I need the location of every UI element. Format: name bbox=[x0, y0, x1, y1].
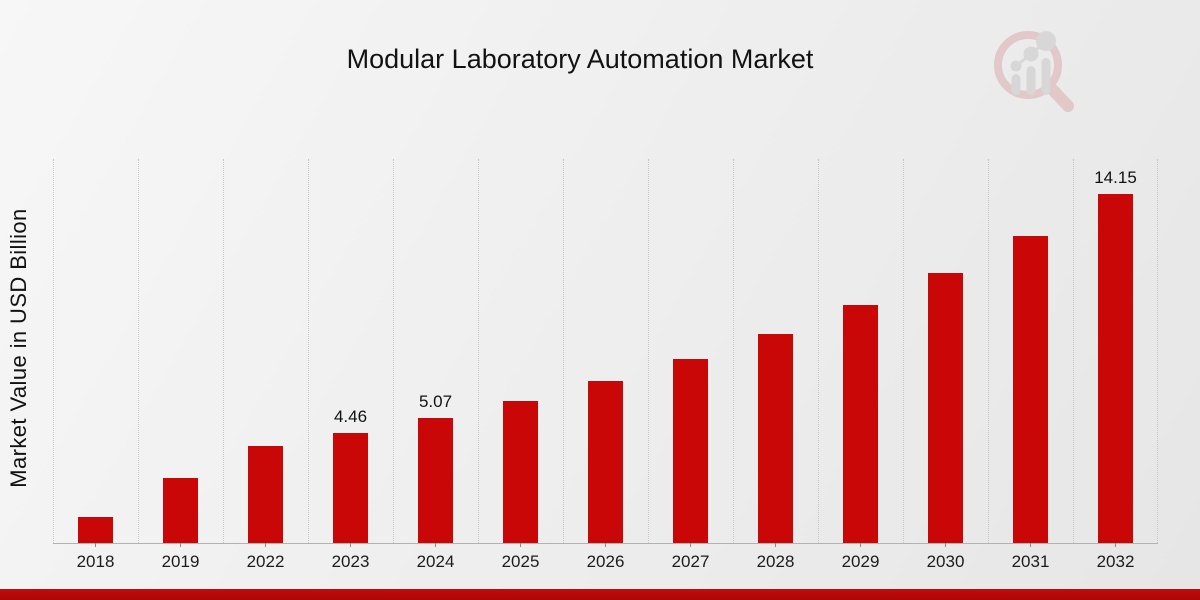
gridline bbox=[563, 159, 564, 543]
gridline bbox=[1157, 159, 1158, 543]
plot-area: 2018 2019 2022 2023 4.46 2024 5.07 2025 2026 2027… bbox=[53, 159, 1158, 571]
x-tick-label-2024: 2024 bbox=[416, 552, 455, 571]
x-tick-label-2022: 2022 bbox=[246, 552, 285, 571]
x-tick-label-2023: 2023 bbox=[331, 552, 370, 571]
bar-2019 bbox=[163, 477, 198, 543]
gridline bbox=[223, 159, 224, 543]
gridline bbox=[138, 159, 139, 543]
x-tick-label-2025: 2025 bbox=[501, 552, 540, 571]
x-tick-label-2028: 2028 bbox=[756, 552, 795, 571]
x-axis-tick-2022 bbox=[265, 543, 266, 547]
gridline bbox=[648, 159, 649, 543]
x-axis-tick-2023 bbox=[350, 543, 351, 547]
x-tick-label-2027: 2027 bbox=[671, 552, 710, 571]
bar-2024 bbox=[418, 417, 453, 543]
x-axis-tick-2018 bbox=[95, 543, 96, 547]
x-axis-tick-2025 bbox=[520, 543, 521, 547]
gridline bbox=[53, 159, 54, 543]
gridline bbox=[733, 159, 734, 543]
x-tick-label-2032: 2032 bbox=[1096, 552, 1135, 571]
gridline bbox=[988, 159, 989, 543]
gridline bbox=[818, 159, 819, 543]
bar-2028 bbox=[758, 333, 793, 543]
gridline bbox=[393, 159, 394, 543]
bar-value-label-2032: 14.15 bbox=[1094, 167, 1137, 187]
bar-value-label-2023: 4.46 bbox=[333, 406, 368, 426]
bar-2025 bbox=[503, 400, 538, 543]
gridline bbox=[903, 159, 904, 543]
bar-2031 bbox=[1013, 235, 1048, 543]
x-axis-tick-2028 bbox=[775, 543, 776, 547]
bar-2029 bbox=[843, 305, 878, 543]
footer-accent-strip bbox=[0, 589, 1200, 600]
chart-title: Modular Laboratory Automation Market bbox=[346, 44, 814, 74]
x-tick-label-2029: 2029 bbox=[841, 552, 880, 571]
x-tick-label-2019: 2019 bbox=[161, 552, 200, 571]
y-axis-label: Market Value in USD Billion bbox=[6, 208, 31, 488]
x-tick-label-2031: 2031 bbox=[1011, 552, 1050, 571]
x-axis-tick-2030 bbox=[945, 543, 946, 547]
x-axis-tick-2019 bbox=[180, 543, 181, 547]
bar-2027 bbox=[673, 359, 708, 543]
x-axis-tick-2032 bbox=[1115, 543, 1116, 547]
bar-2030 bbox=[928, 272, 963, 543]
bar-2022 bbox=[248, 446, 283, 543]
x-axis-tick-2031 bbox=[1030, 543, 1031, 547]
bar-value-label-2024: 5.07 bbox=[418, 391, 453, 411]
bar-2018 bbox=[78, 517, 113, 543]
gridline bbox=[1073, 159, 1074, 543]
x-tick-label-2026: 2026 bbox=[586, 552, 625, 571]
bar-2032 bbox=[1098, 193, 1133, 543]
x-tick-label-2030: 2030 bbox=[926, 552, 965, 571]
bar-chart-magnifier-logo bbox=[994, 31, 1074, 112]
x-axis-tick-2027 bbox=[690, 543, 691, 547]
gridline bbox=[478, 159, 479, 543]
gridline bbox=[308, 159, 309, 543]
bar-2023 bbox=[333, 432, 368, 543]
bar-2026 bbox=[588, 381, 623, 543]
x-axis-tick-2029 bbox=[860, 543, 861, 547]
x-axis-tick-2026 bbox=[605, 543, 606, 547]
x-axis-tick-2024 bbox=[435, 543, 436, 547]
x-tick-label-2018: 2018 bbox=[76, 552, 115, 571]
